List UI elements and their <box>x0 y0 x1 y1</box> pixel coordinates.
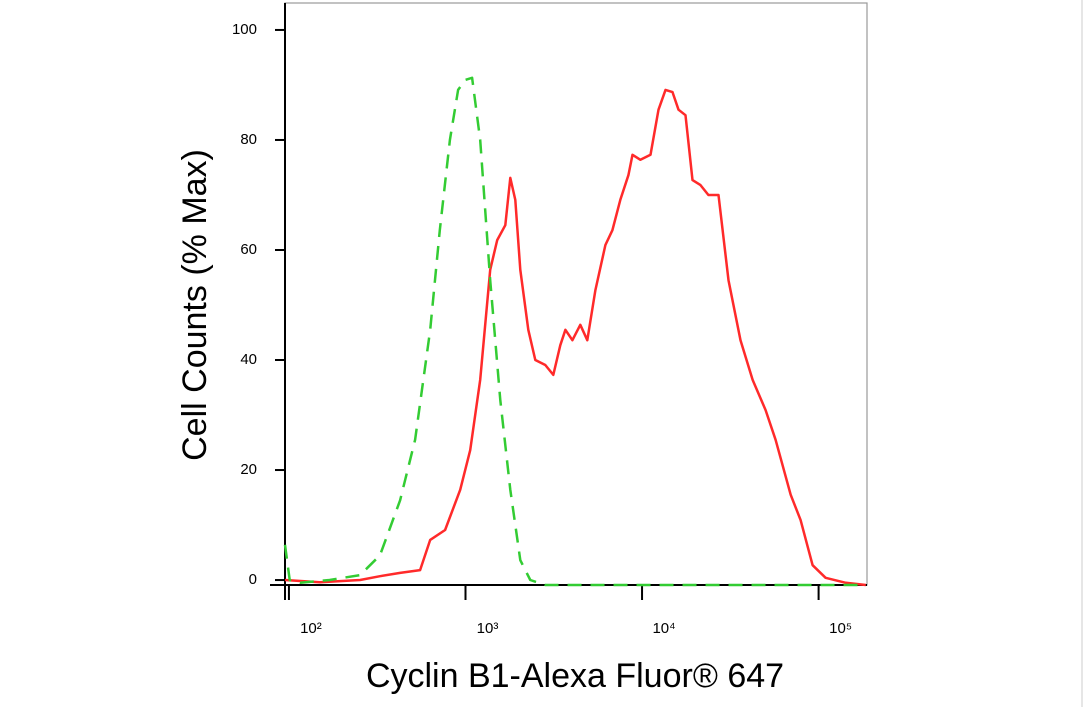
plot-frame <box>284 2 868 586</box>
y-tick-label: 0 <box>249 571 257 588</box>
y-tick-label: 40 <box>240 351 257 368</box>
y-tick-label: 80 <box>240 131 257 148</box>
y-axis-label: Cell Counts (% Max) <box>176 149 214 461</box>
x-axis-label: Cyclin B1-Alexa Fluor® 647 <box>366 657 784 695</box>
x-tick-label: 10⁴ <box>652 620 675 637</box>
histogram-line <box>283 76 866 587</box>
x-tick-label: 10² <box>300 620 322 637</box>
x-tick-label: 10³ <box>477 620 499 637</box>
y-tick-label: 100 <box>232 21 257 38</box>
y-tick-label: 60 <box>240 241 257 258</box>
y-tick-label: 20 <box>240 461 257 478</box>
histogram-line <box>284 88 866 587</box>
x-tick-label: 10⁵ <box>829 620 852 637</box>
